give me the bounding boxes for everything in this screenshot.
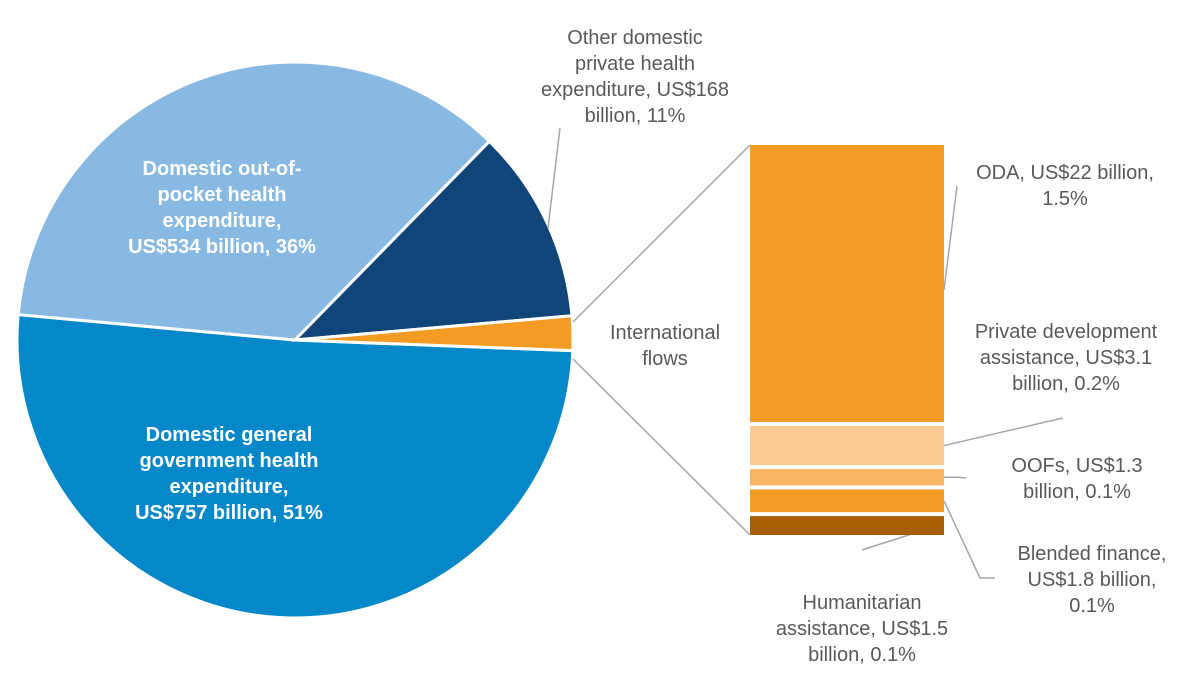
label-international-flows: International flows bbox=[610, 322, 720, 370]
label-international-flows-line: International bbox=[610, 322, 720, 344]
leader-oofs bbox=[944, 476, 967, 479]
label-oda: ODA, US$22 billion, 1.5% bbox=[976, 162, 1154, 210]
chart-labels: Domestic general government health expendi… bbox=[128, 27, 1166, 666]
label-private-development-line: assistance, US$3.1 bbox=[980, 347, 1152, 369]
bar-segment-private-development bbox=[750, 426, 944, 466]
label-international-flows-line: flows bbox=[642, 348, 688, 370]
label-out-of-pocket: Domestic out-of-pocket health expenditure… bbox=[128, 158, 316, 258]
label-private-development: Private development assistance, US$3.1 bil… bbox=[975, 321, 1158, 395]
leader-oda bbox=[943, 185, 958, 291]
label-out-of-pocket-line: pocket health bbox=[158, 184, 287, 206]
label-blended-finance-line: Blended finance, bbox=[1017, 543, 1166, 565]
pie-slice-domestic-government bbox=[15, 312, 575, 620]
leader-blended-finance bbox=[943, 500, 995, 579]
label-private-development-line: billion, 0.2% bbox=[1012, 373, 1120, 395]
label-oda-line: ODA, US$22 billion, bbox=[976, 162, 1154, 184]
label-private-development-line: Private development bbox=[975, 321, 1158, 343]
label-out-of-pocket-line: Domestic out-of- bbox=[143, 158, 302, 180]
label-blended-finance: Blended finance, US$1.8 billion, 0.1% bbox=[1017, 543, 1166, 617]
label-out-of-pocket-line: US$534 billion, 36% bbox=[128, 236, 316, 258]
label-oofs-line: billion, 0.1% bbox=[1023, 481, 1131, 503]
zoom-line-bottom bbox=[572, 358, 751, 536]
connector-lines bbox=[547, 127, 1064, 579]
label-domestic-government: Domestic general government health expendi… bbox=[135, 424, 323, 524]
label-humanitarian-line: Humanitarian bbox=[803, 592, 922, 614]
label-blended-finance-line: US$1.8 billion, bbox=[1028, 569, 1157, 591]
label-other-private-line: private health bbox=[575, 53, 695, 75]
zoom-line-top bbox=[572, 144, 751, 323]
label-humanitarian: Humanitarian assistance, US$1.5 billion, 0… bbox=[776, 592, 948, 666]
label-other-private-line: billion, 11% bbox=[585, 105, 686, 127]
label-oofs: OOFs, US$1.3 billion, 0.1% bbox=[1011, 455, 1142, 503]
label-out-of-pocket-line: expenditure, bbox=[163, 210, 282, 232]
leader-other-private bbox=[547, 127, 561, 229]
bar-segment-oda bbox=[750, 145, 944, 423]
pie-slice-other-private bbox=[291, 139, 574, 342]
label-domestic-government-line: expenditure, bbox=[170, 476, 289, 498]
label-domestic-government-line: government health bbox=[140, 450, 319, 472]
label-domestic-government-line: Domestic general bbox=[146, 424, 313, 446]
label-humanitarian-line: billion, 0.1% bbox=[808, 644, 916, 666]
label-other-private-line: expenditure, US$168 bbox=[541, 79, 729, 101]
label-oda-line: 1.5% bbox=[1042, 188, 1088, 210]
label-other-private: Other domestic private health expenditure,… bbox=[541, 27, 729, 127]
label-domestic-government-line: US$757 billion, 51% bbox=[135, 502, 323, 524]
bar-segment-blended-finance bbox=[750, 489, 944, 513]
pie-slice-international-flows bbox=[294, 314, 575, 353]
bar-segment-humanitarian bbox=[750, 516, 944, 535]
label-blended-finance-line: 0.1% bbox=[1069, 595, 1115, 617]
pie-slice-out-of-pocket bbox=[16, 60, 492, 342]
leader-private-development bbox=[943, 417, 1064, 447]
pie-chart bbox=[15, 60, 575, 620]
label-other-private-line: Other domestic bbox=[567, 27, 703, 49]
label-oofs-line: OOFs, US$1.3 bbox=[1011, 455, 1142, 477]
bar-segment-oofs bbox=[750, 469, 944, 486]
label-humanitarian-line: assistance, US$1.5 bbox=[776, 618, 948, 640]
stacked-bar bbox=[750, 145, 944, 535]
